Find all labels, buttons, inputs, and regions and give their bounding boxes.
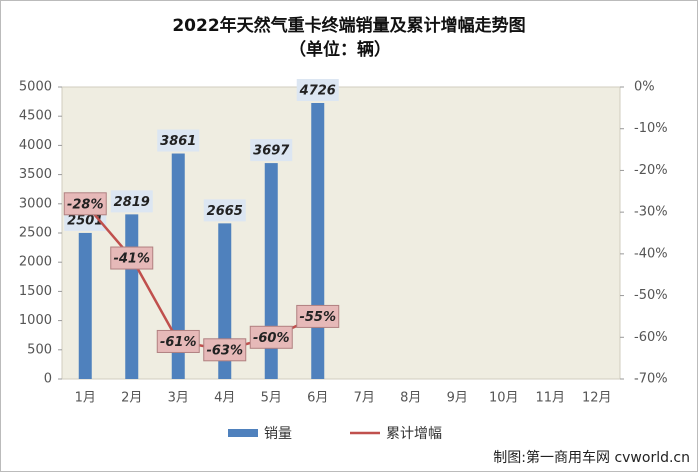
data-label-box — [110, 246, 154, 270]
x-tick-label: 2月 — [121, 391, 142, 406]
data-label-box — [63, 192, 107, 216]
bar — [78, 232, 92, 379]
chart-title: 2022年天然气重卡终端销量及累计增幅走势图 — [172, 15, 525, 36]
bar — [311, 103, 325, 380]
y2-tick-label: 0% — [634, 80, 655, 95]
y2-tick-label: -10% — [634, 121, 668, 136]
y-tick-label: 0 — [44, 372, 52, 387]
data-label: -28% — [67, 197, 104, 212]
data-label: 4726 — [299, 84, 336, 99]
bar — [171, 153, 185, 379]
data-label: 2501 — [67, 213, 103, 228]
bar — [125, 214, 139, 379]
y-tick-label: 500 — [27, 342, 52, 357]
y-tick-label: 5000 — [19, 80, 52, 95]
data-label-box — [250, 139, 293, 162]
bar — [264, 163, 278, 379]
legend-label: 累计增幅 — [386, 426, 442, 442]
data-label-box — [249, 325, 293, 349]
data-label-box — [110, 190, 153, 213]
data-label: -41% — [113, 252, 150, 267]
x-tick-label: 10月 — [489, 391, 519, 406]
x-tick-label: 7月 — [354, 391, 375, 406]
y-tick-label: 4000 — [19, 138, 52, 153]
x-tick-label: 3月 — [168, 391, 189, 406]
x-tick-label: 4月 — [214, 391, 235, 406]
y-tick-label: 2500 — [19, 226, 52, 241]
chart-subtitle: （单位：辆） — [289, 39, 391, 60]
data-label: 2665 — [207, 204, 243, 219]
x-tick-label: 8月 — [400, 391, 421, 406]
data-label: -63% — [206, 343, 243, 358]
data-label-box — [203, 199, 246, 222]
source: 制图:第一商用车网 cvworld.cn — [493, 449, 690, 466]
y-tick-label: 1500 — [19, 284, 52, 299]
y2-tick-label: -60% — [634, 330, 668, 345]
x-tick-label: 6月 — [307, 391, 328, 406]
x-tick-label: 1月 — [75, 391, 96, 406]
y2-tick-label: -30% — [634, 205, 668, 220]
y2-tick-label: -50% — [634, 288, 668, 303]
y-tick-label: 4500 — [19, 109, 52, 124]
x-tick-label: 12月 — [582, 391, 612, 406]
x-tick-label: 5月 — [261, 391, 282, 406]
y2-tick-label: -40% — [634, 246, 668, 261]
y2-tick-label: -70% — [634, 372, 668, 387]
plot-area — [61, 86, 621, 380]
data-label-box — [203, 338, 247, 362]
y2-tick-label: -20% — [634, 163, 668, 178]
data-label: 3861 — [160, 134, 196, 149]
y-tick-label: 3500 — [19, 167, 52, 182]
data-label: -60% — [253, 331, 290, 346]
data-label: 3697 — [253, 144, 290, 159]
y-tick-label: 2000 — [19, 255, 52, 270]
data-label: -55% — [299, 310, 336, 325]
data-label: 2819 — [114, 195, 150, 210]
x-tick-label: 11月 — [535, 391, 565, 406]
x-tick-label: 9月 — [447, 391, 468, 406]
y-tick-label: 1000 — [19, 313, 52, 328]
data-label: -61% — [160, 335, 197, 350]
data-label-box — [296, 79, 339, 102]
y-tick-label: 3000 — [19, 196, 52, 211]
data-label-box — [157, 129, 200, 152]
legend-swatch — [228, 429, 258, 437]
data-label-box — [156, 329, 200, 353]
legend-label: 销量 — [264, 426, 292, 442]
data-label-box — [296, 304, 340, 328]
